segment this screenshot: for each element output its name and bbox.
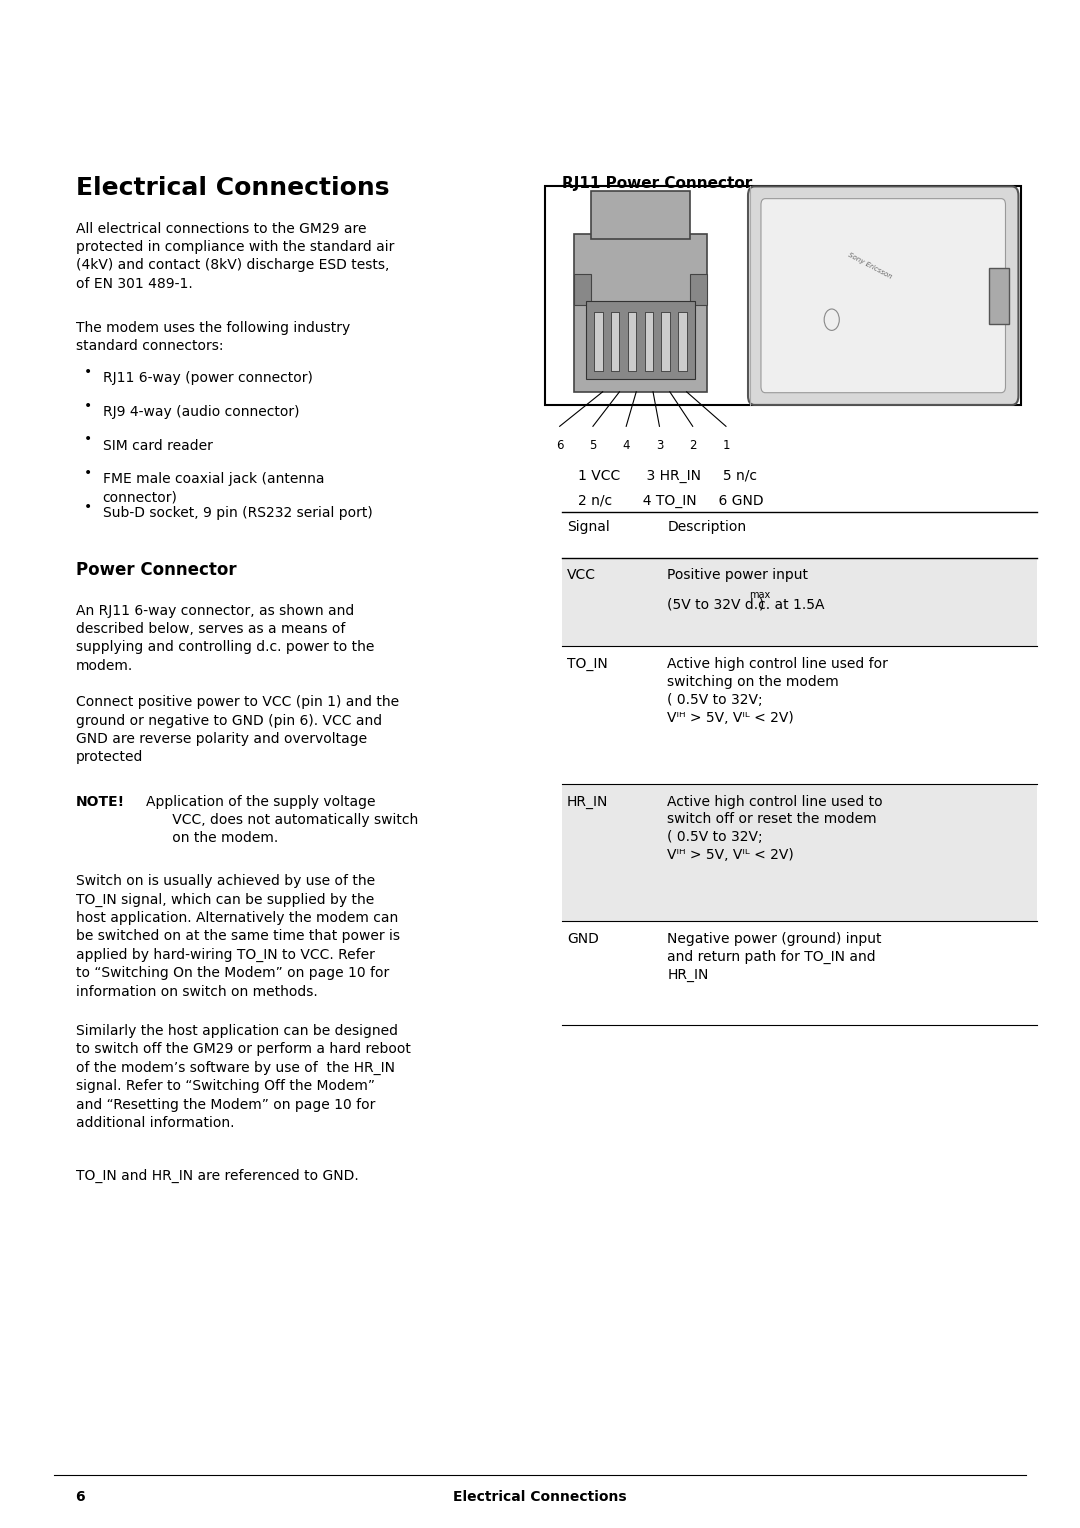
Bar bbox=[562, 784, 1037, 921]
Text: •: • bbox=[84, 500, 93, 513]
Text: An RJ11 6-way connector, as shown and
described below, serves as a means of
supp: An RJ11 6-way connector, as shown and de… bbox=[76, 604, 374, 672]
Text: RJ9 4-way (audio connector): RJ9 4-way (audio connector) bbox=[103, 405, 299, 419]
Text: SIM card reader: SIM card reader bbox=[103, 439, 213, 452]
Text: Electrical Connections: Electrical Connections bbox=[76, 176, 389, 200]
Text: ): ) bbox=[759, 597, 765, 611]
Text: Positive power input: Positive power input bbox=[667, 568, 809, 582]
Text: Connect positive power to VCC (pin 1) and the
ground or negative to GND (pin 6).: Connect positive power to VCC (pin 1) an… bbox=[76, 695, 399, 764]
Text: 2: 2 bbox=[689, 439, 697, 452]
Bar bbox=[989, 267, 1009, 324]
Bar bbox=[645, 312, 653, 371]
Text: Electrical Connections: Electrical Connections bbox=[454, 1490, 626, 1504]
Text: Sony Ericsson: Sony Ericsson bbox=[848, 252, 893, 280]
Bar bbox=[591, 191, 690, 240]
Text: (5V to 32V d.c. at 1.5A: (5V to 32V d.c. at 1.5A bbox=[667, 597, 825, 611]
Text: Description: Description bbox=[667, 520, 746, 533]
Text: Sub-D socket, 9 pin (RS232 serial port): Sub-D socket, 9 pin (RS232 serial port) bbox=[103, 506, 373, 520]
Text: 4: 4 bbox=[622, 439, 630, 452]
Text: •: • bbox=[84, 399, 93, 413]
FancyBboxPatch shape bbox=[748, 186, 1018, 405]
Text: 1 VCC      3 HR_IN     5 n/c: 1 VCC 3 HR_IN 5 n/c bbox=[578, 469, 757, 483]
Text: 6: 6 bbox=[556, 439, 564, 452]
Bar bbox=[611, 312, 620, 371]
Text: •: • bbox=[84, 365, 93, 379]
Bar bbox=[585, 301, 696, 379]
Text: TO_IN: TO_IN bbox=[567, 657, 608, 671]
Text: Power Connector: Power Connector bbox=[76, 561, 237, 579]
Text: RJ11 Power Connector: RJ11 Power Connector bbox=[562, 176, 752, 191]
Text: •: • bbox=[84, 432, 93, 446]
Text: Negative power (ground) input
and return path for TO_IN and
HR_IN: Negative power (ground) input and return… bbox=[667, 932, 882, 983]
Text: Application of the supply voltage
      VCC, does not automatically switch
     : Application of the supply voltage VCC, d… bbox=[146, 795, 418, 845]
Bar bbox=[690, 274, 707, 306]
Bar bbox=[594, 312, 603, 371]
Text: •: • bbox=[84, 466, 93, 480]
Text: Signal: Signal bbox=[567, 520, 610, 533]
Text: 3: 3 bbox=[656, 439, 663, 452]
Bar bbox=[661, 312, 670, 371]
FancyBboxPatch shape bbox=[761, 199, 1005, 393]
Text: NOTE!: NOTE! bbox=[76, 795, 124, 808]
Bar bbox=[545, 186, 1021, 405]
Text: TO_IN and HR_IN are referenced to GND.: TO_IN and HR_IN are referenced to GND. bbox=[76, 1169, 359, 1183]
Text: RJ11 6-way (power connector): RJ11 6-way (power connector) bbox=[103, 371, 312, 385]
Text: 6: 6 bbox=[76, 1490, 85, 1504]
Bar bbox=[573, 234, 707, 391]
Text: All electrical connections to the GM29 are
protected in compliance with the stan: All electrical connections to the GM29 a… bbox=[76, 222, 394, 290]
Bar bbox=[562, 558, 1037, 646]
Text: Similarly the host application can be designed
to switch off the GM29 or perform: Similarly the host application can be de… bbox=[76, 1024, 410, 1129]
Text: The modem uses the following industry
standard connectors:: The modem uses the following industry st… bbox=[76, 321, 350, 353]
Text: 5: 5 bbox=[590, 439, 596, 452]
Text: FME male coaxial jack (antenna
connector): FME male coaxial jack (antenna connector… bbox=[103, 472, 324, 504]
Bar bbox=[627, 312, 636, 371]
Text: GND: GND bbox=[567, 932, 599, 946]
Bar bbox=[573, 274, 591, 306]
Text: 1: 1 bbox=[723, 439, 730, 452]
Text: HR_IN: HR_IN bbox=[567, 795, 608, 808]
Text: max: max bbox=[750, 590, 771, 601]
Text: Switch on is usually achieved by use of the
TO_IN signal, which can be supplied : Switch on is usually achieved by use of … bbox=[76, 874, 400, 999]
Text: Active high control line used for
switching on the modem
( 0.5V to 32V;
Vᴵᴴ > 5V: Active high control line used for switch… bbox=[667, 657, 889, 724]
Text: VCC: VCC bbox=[567, 568, 596, 582]
Text: 2 n/c       4 TO_IN     6 GND: 2 n/c 4 TO_IN 6 GND bbox=[578, 494, 764, 507]
Bar bbox=[678, 312, 687, 371]
Text: Active high control line used to
switch off or reset the modem
( 0.5V to 32V;
Vᴵ: Active high control line used to switch … bbox=[667, 795, 883, 862]
